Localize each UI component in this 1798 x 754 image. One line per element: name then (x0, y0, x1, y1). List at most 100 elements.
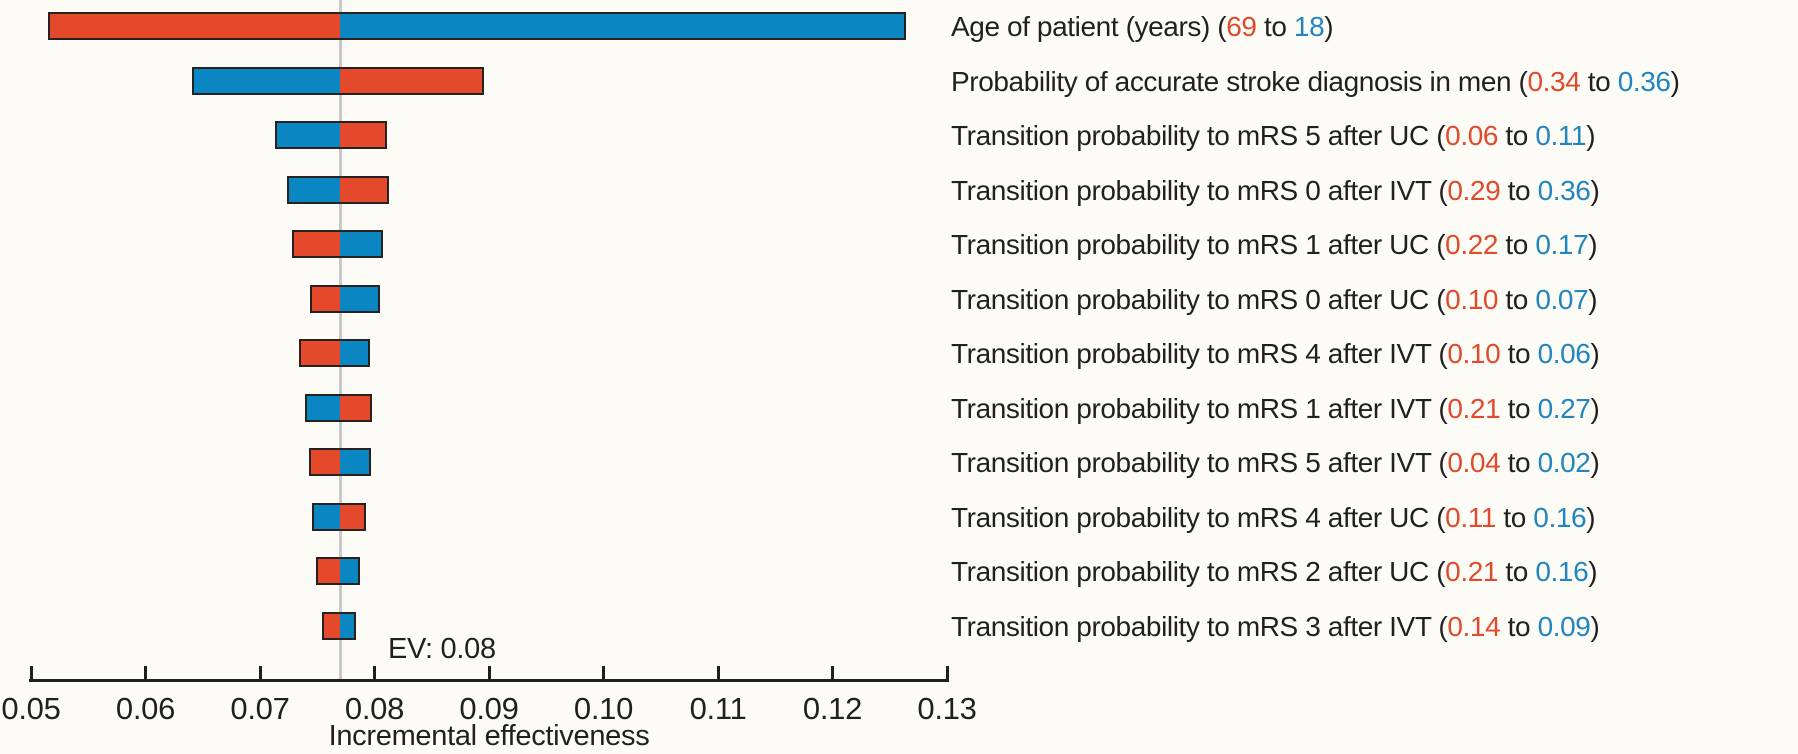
row-low-value: 0.21 (1445, 556, 1499, 587)
row-low-value: 0.10 (1445, 283, 1499, 315)
row-low-value: 0.06 (1445, 120, 1499, 151)
row-label-close-paren: ) (1588, 229, 1598, 260)
row-label-open-paren: ( (1431, 392, 1448, 424)
x-tick-label: 0.07 (230, 691, 290, 726)
row-label: Age of patient (years) (69 to 18) (951, 11, 1334, 43)
row-high-value: 0.16 (1535, 556, 1589, 587)
tornado-bar-row (309, 448, 372, 476)
row-label-open-paren: ( (1431, 610, 1448, 642)
bar-segment-low-red (50, 14, 341, 38)
row-label-close-paren: ) (1586, 501, 1596, 533)
row-label: Probability of accurate stroke diagnosis… (951, 66, 1680, 98)
row-high-value: 0.17 (1535, 229, 1589, 260)
row-high-value: 18 (1293, 11, 1325, 42)
row-high-value: 0.27 (1537, 392, 1591, 424)
row-label-text: Transition probability to mRS 5 after UC (951, 120, 1429, 151)
row-label-close-paren: ) (1590, 392, 1600, 424)
x-axis-tick (602, 666, 605, 679)
row-label-separator: to (1498, 283, 1536, 315)
row-label: Transition probability to mRS 3 after IV… (951, 610, 1600, 643)
row-label: Transition probability to mRS 1 after UC… (951, 229, 1598, 261)
x-tick-label: 0.05 (1, 691, 61, 726)
row-label: Transition probability to mRS 4 after IV… (951, 338, 1600, 370)
row-label-text: Transition probability to mRS 5 after IV… (951, 447, 1432, 478)
bar-segment-low-red (340, 123, 386, 147)
row-label-separator: to (1498, 556, 1536, 587)
x-tick-label: 0.11 (689, 691, 747, 726)
row-label-text: Probability of accurate stroke diagnosis… (951, 65, 1512, 97)
row-label-text: Transition probability to mRS 3 after IV… (951, 610, 1432, 642)
row-label-text: Transition probability to mRS 1 after IV… (951, 392, 1432, 424)
tornado-bar-row (48, 12, 906, 40)
bar-segment-high-blue (340, 613, 355, 638)
bar-segment-high-blue (289, 177, 341, 202)
row-high-value: 0.07 (1535, 283, 1589, 315)
tornado-bar-row (292, 230, 383, 258)
row-label-text: Transition probability to mRS 1 after UC (951, 229, 1429, 260)
row-low-value: 0.22 (1445, 229, 1499, 260)
bar-segment-high-blue (340, 286, 379, 311)
bar-segment-high-blue (340, 232, 381, 256)
tornado-bar-row (310, 284, 381, 313)
x-axis-tick (945, 666, 949, 679)
row-label-text: Transition probability to mRS 4 after IV… (951, 338, 1432, 369)
bar-segment-high-blue (340, 559, 358, 583)
tornado-bar-row (192, 66, 485, 95)
bar-segment-low-red (311, 450, 341, 474)
row-label-open-paren: ( (1428, 501, 1446, 533)
row-high-value: 0.02 (1537, 447, 1591, 478)
x-tick-label: 0.06 (115, 691, 176, 726)
bar-segment-low-red (340, 177, 388, 202)
x-tick-label: 0.08 (344, 691, 405, 726)
bar-segment-low-red (323, 613, 341, 638)
bar-segment-high-blue (313, 504, 341, 529)
row-label: Transition probability to mRS 2 after UC… (951, 556, 1598, 588)
row-label-separator: to (1580, 65, 1618, 97)
bar-segment-low-red (340, 68, 483, 93)
x-tick-label: 0.12 (802, 691, 863, 726)
row-label-open-paren: ( (1431, 447, 1448, 478)
row-low-value: 0.34 (1527, 65, 1581, 97)
bar-segment-low-red (318, 559, 341, 583)
bar-segment-low-red (294, 232, 341, 256)
row-label-close-paren: ) (1588, 283, 1598, 315)
x-axis-tick (373, 666, 376, 679)
bar-segment-high-blue (276, 123, 341, 147)
tornado-bar-row (274, 121, 388, 149)
row-label-close-paren: ) (1590, 447, 1600, 478)
row-low-value: 0.21 (1447, 392, 1501, 424)
bar-segment-high-blue (340, 14, 904, 38)
x-axis-tick (29, 666, 33, 679)
row-label-separator: to (1256, 11, 1294, 42)
row-label-separator: to (1498, 120, 1536, 151)
bar-segment-high-blue (340, 341, 368, 365)
bar-segment-high-blue (306, 395, 341, 420)
row-label-close-paren: ) (1590, 174, 1600, 206)
x-axis-tick (831, 666, 834, 679)
bar-segment-low-red (312, 286, 341, 311)
row-high-value: 0.16 (1533, 501, 1587, 533)
row-label-open-paren: ( (1431, 338, 1448, 369)
tornado-bar-row (321, 611, 357, 640)
row-label-text: Transition probability to mRS 2 after UC (951, 556, 1429, 587)
row-label: Transition probability to mRS 4 after UC… (951, 501, 1596, 534)
bar-segment-low-red (340, 504, 365, 529)
row-low-value: 0.29 (1447, 174, 1501, 206)
row-low-value: 0.10 (1447, 338, 1501, 369)
row-high-value: 0.06 (1537, 338, 1591, 369)
x-axis-tick (487, 666, 491, 679)
row-label-open-paren: ( (1428, 229, 1446, 260)
tornado-bar-row (311, 502, 367, 531)
tornado-bar-row (304, 393, 373, 422)
row-low-value: 0.14 (1447, 610, 1501, 642)
row-label-separator: to (1500, 174, 1538, 206)
bar-segment-low-red (340, 395, 371, 420)
row-label: Transition probability to mRS 0 after UC… (951, 283, 1598, 316)
row-label-text: Age of patient (years) (951, 11, 1210, 42)
bar-segment-high-blue (194, 68, 341, 93)
row-label: Transition probability to mRS 5 after IV… (951, 447, 1600, 479)
row-label-close-paren: ) (1324, 11, 1334, 42)
tornado-bar-row (298, 339, 370, 367)
row-label-separator: to (1500, 610, 1538, 642)
x-axis-tick (716, 666, 720, 679)
